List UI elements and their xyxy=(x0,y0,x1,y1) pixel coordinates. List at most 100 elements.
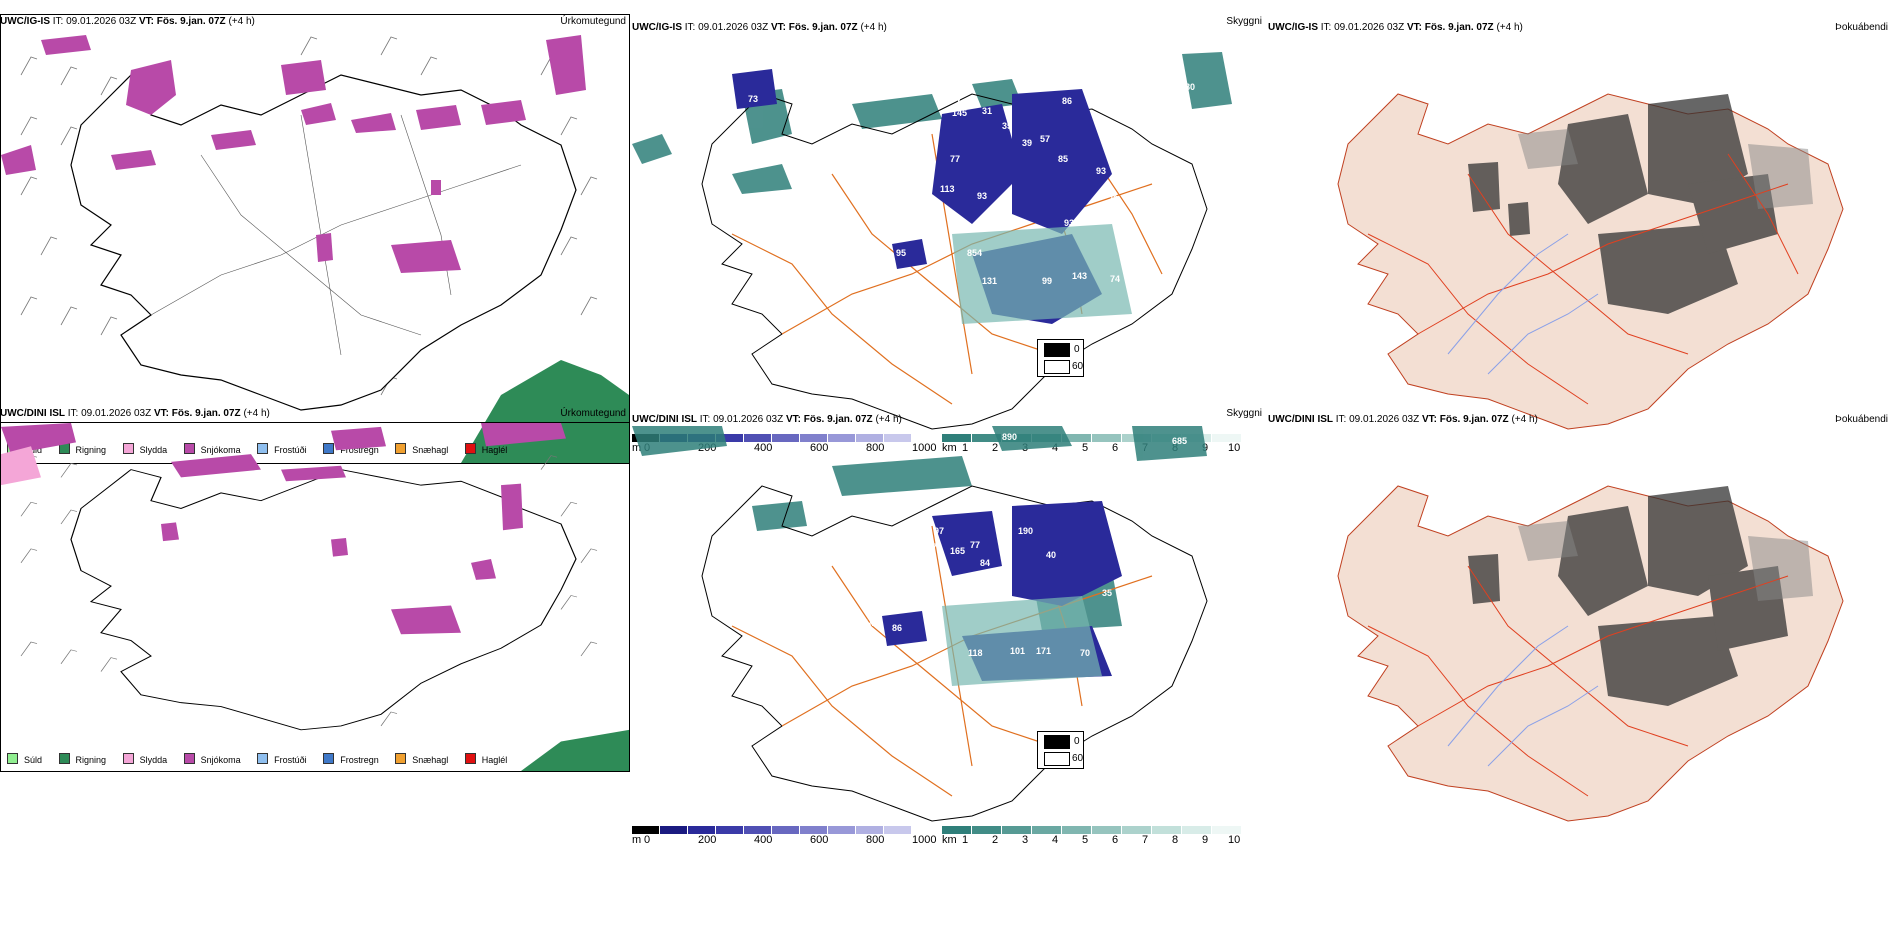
precip-type-map: Súld Rigning Slydda Snjókoma Frostúði Fr… xyxy=(0,14,630,464)
visibility-areas xyxy=(632,52,1232,194)
snow-areas xyxy=(1,423,566,635)
vis-tick: 1 xyxy=(962,442,969,454)
vis-label: 39 xyxy=(1022,138,1032,148)
vis-label: 97 xyxy=(934,526,944,536)
ceiling-tick: 800 xyxy=(866,834,885,846)
vis-tick: 6 xyxy=(1112,442,1119,454)
vis-label: 22 xyxy=(1108,194,1118,204)
valid-time: VT: Fös. 9.jan. 07Z xyxy=(785,414,873,425)
vis-label: 95 xyxy=(896,248,906,258)
ceiling-tick: 600 xyxy=(810,442,829,454)
vis-tick: 2 xyxy=(992,834,999,846)
vis-unit: km xyxy=(942,442,957,454)
ceiling-tick: 0 xyxy=(644,834,651,846)
vis-tick: 5 xyxy=(1082,834,1089,846)
panel-header: UWC/IG-IS IT: 09.01.2026 03Z VT: Fös. 9.… xyxy=(632,16,1266,36)
vis-label: 86 xyxy=(1062,96,1072,106)
lead-time: (+4 h) xyxy=(1511,414,1538,425)
ceiling-tick: 800 xyxy=(866,442,885,454)
legend-item-sleet: Slydda xyxy=(122,443,167,455)
init-time: IT: 09.01.2026 03Z xyxy=(67,408,152,419)
vis-label: 113 xyxy=(940,184,955,194)
visibility-panel-row1: UWC/IG-IS IT: 09.01.2026 03Z VT: Fös. 9.… xyxy=(632,14,1266,464)
ceiling-tick: 1000 xyxy=(912,834,937,846)
model-name: UWC/DINI ISL xyxy=(1268,414,1333,425)
model-name: UWC/DINI ISL xyxy=(632,414,697,425)
vis-tick: 8 xyxy=(1172,834,1179,846)
fog-swatch-0 xyxy=(1044,735,1070,749)
fog-legend-row1: 0 60 xyxy=(1037,339,1084,377)
vis-label: 99 xyxy=(1042,276,1052,286)
lead-time: (+4 h) xyxy=(860,22,887,33)
vis-label: 74 xyxy=(1110,274,1120,284)
vis-label: 35 xyxy=(1102,588,1112,598)
roads xyxy=(1367,565,1789,797)
vis-tick: 4 xyxy=(1052,834,1059,846)
vis-label: 77 xyxy=(950,154,960,164)
vis-label: 35 xyxy=(1002,121,1012,131)
vis-label: 24 xyxy=(950,94,960,104)
panel-title: Skyggni xyxy=(1226,16,1262,27)
fog-label: 0 xyxy=(1074,344,1080,355)
rivers xyxy=(1447,625,1599,767)
vis-label: 890 xyxy=(1002,432,1017,442)
vis-tick: 3 xyxy=(1022,834,1029,846)
legend-item-freezing-rain: Frostregn xyxy=(323,443,379,455)
fog-panel-row1: UWC/IG-IS IT: 09.01.2026 03Z VT: Fös. 9.… xyxy=(1268,14,1900,464)
model-name: UWC/IG-IS xyxy=(1268,22,1318,33)
fog-panel-row2: UWC/DINI ISL IT: 09.01.2026 03Z VT: Fös.… xyxy=(1268,406,1900,846)
vis-label: 40 xyxy=(1046,550,1056,560)
fog-dark-areas xyxy=(1468,94,1778,314)
legend-item-snow: Snjókoma xyxy=(183,753,241,765)
vis-tick: 2 xyxy=(992,442,999,454)
roads xyxy=(1367,153,1799,405)
vis-label: 86 xyxy=(892,623,902,633)
init-time: IT: 09.01.2026 03Z xyxy=(1335,414,1420,425)
rain-area xyxy=(521,729,629,771)
vis-label: 143 xyxy=(864,618,879,628)
vis-label: 70 xyxy=(1080,648,1090,658)
vis-tick: 10 xyxy=(1228,442,1241,454)
model-name: UWC/DINI ISL xyxy=(0,408,65,419)
model-name: UWC/IG-IS xyxy=(632,22,682,33)
legend-item-sleet: Slydda xyxy=(122,753,167,765)
vis-label: 190 xyxy=(1018,526,1033,536)
ceiling-colorbar: m 0 200 400 600 800 1000 xyxy=(632,826,937,846)
visibility-areas xyxy=(632,426,1207,631)
valid-time: VT: Fös. 9.jan. 07Z xyxy=(1406,22,1494,33)
fog-light-areas xyxy=(1518,129,1813,209)
precip-type-map: Súld Rigning Slydda Snjókoma Frostúði Fr… xyxy=(0,422,630,772)
rivers xyxy=(1447,233,1599,375)
fog-label: 60 xyxy=(1072,753,1084,764)
valid-time: VT: Fös. 9.jan. 07Z xyxy=(1421,414,1509,425)
legend-item-snow-pellets: Snæhagl xyxy=(395,753,448,765)
vis-label: 165 xyxy=(950,546,965,556)
vis-label: 143 xyxy=(1072,271,1087,281)
vis-tick: 10 xyxy=(1228,834,1241,846)
visibility-map: 73 36 24 145 31 77 113 93 95 854 131 99 … xyxy=(632,34,1252,434)
panel-header: UWC/IG-IS IT: 09.01.2026 03Z VT: Fös. 9.… xyxy=(0,14,630,30)
ceiling-unit: m xyxy=(632,834,642,846)
snow-areas xyxy=(1,35,586,273)
vis-tick: 7 xyxy=(1142,834,1149,846)
fog-light-areas xyxy=(1518,521,1813,601)
vis-tick: 9 xyxy=(1202,834,1209,846)
vis-label: 854 xyxy=(967,248,982,258)
vis-tick: 4 xyxy=(1052,442,1059,454)
panel-title: Úrkomutegund xyxy=(560,408,626,419)
ceiling-tick: 600 xyxy=(810,834,829,846)
legend-item-snow-pellets: Snæhagl xyxy=(395,443,448,455)
lead-time: (+4 h) xyxy=(228,16,255,27)
ceiling-tick: 1000 xyxy=(912,442,937,454)
vis-label: 118 xyxy=(968,648,983,658)
iceland-outline xyxy=(701,93,1208,430)
vis-unit: km xyxy=(942,834,957,846)
fog-map xyxy=(1268,34,1888,434)
init-time: IT: 09.01.2026 03Z xyxy=(699,414,784,425)
vis-label: 144 xyxy=(862,258,877,268)
vis-tick: 6 xyxy=(1112,834,1119,846)
panel-title: Þokuábendi xyxy=(1835,22,1888,33)
fog-swatch-0 xyxy=(1044,343,1070,357)
vis-label: 111 xyxy=(1132,556,1146,566)
vis-label: 171 xyxy=(1036,646,1051,656)
